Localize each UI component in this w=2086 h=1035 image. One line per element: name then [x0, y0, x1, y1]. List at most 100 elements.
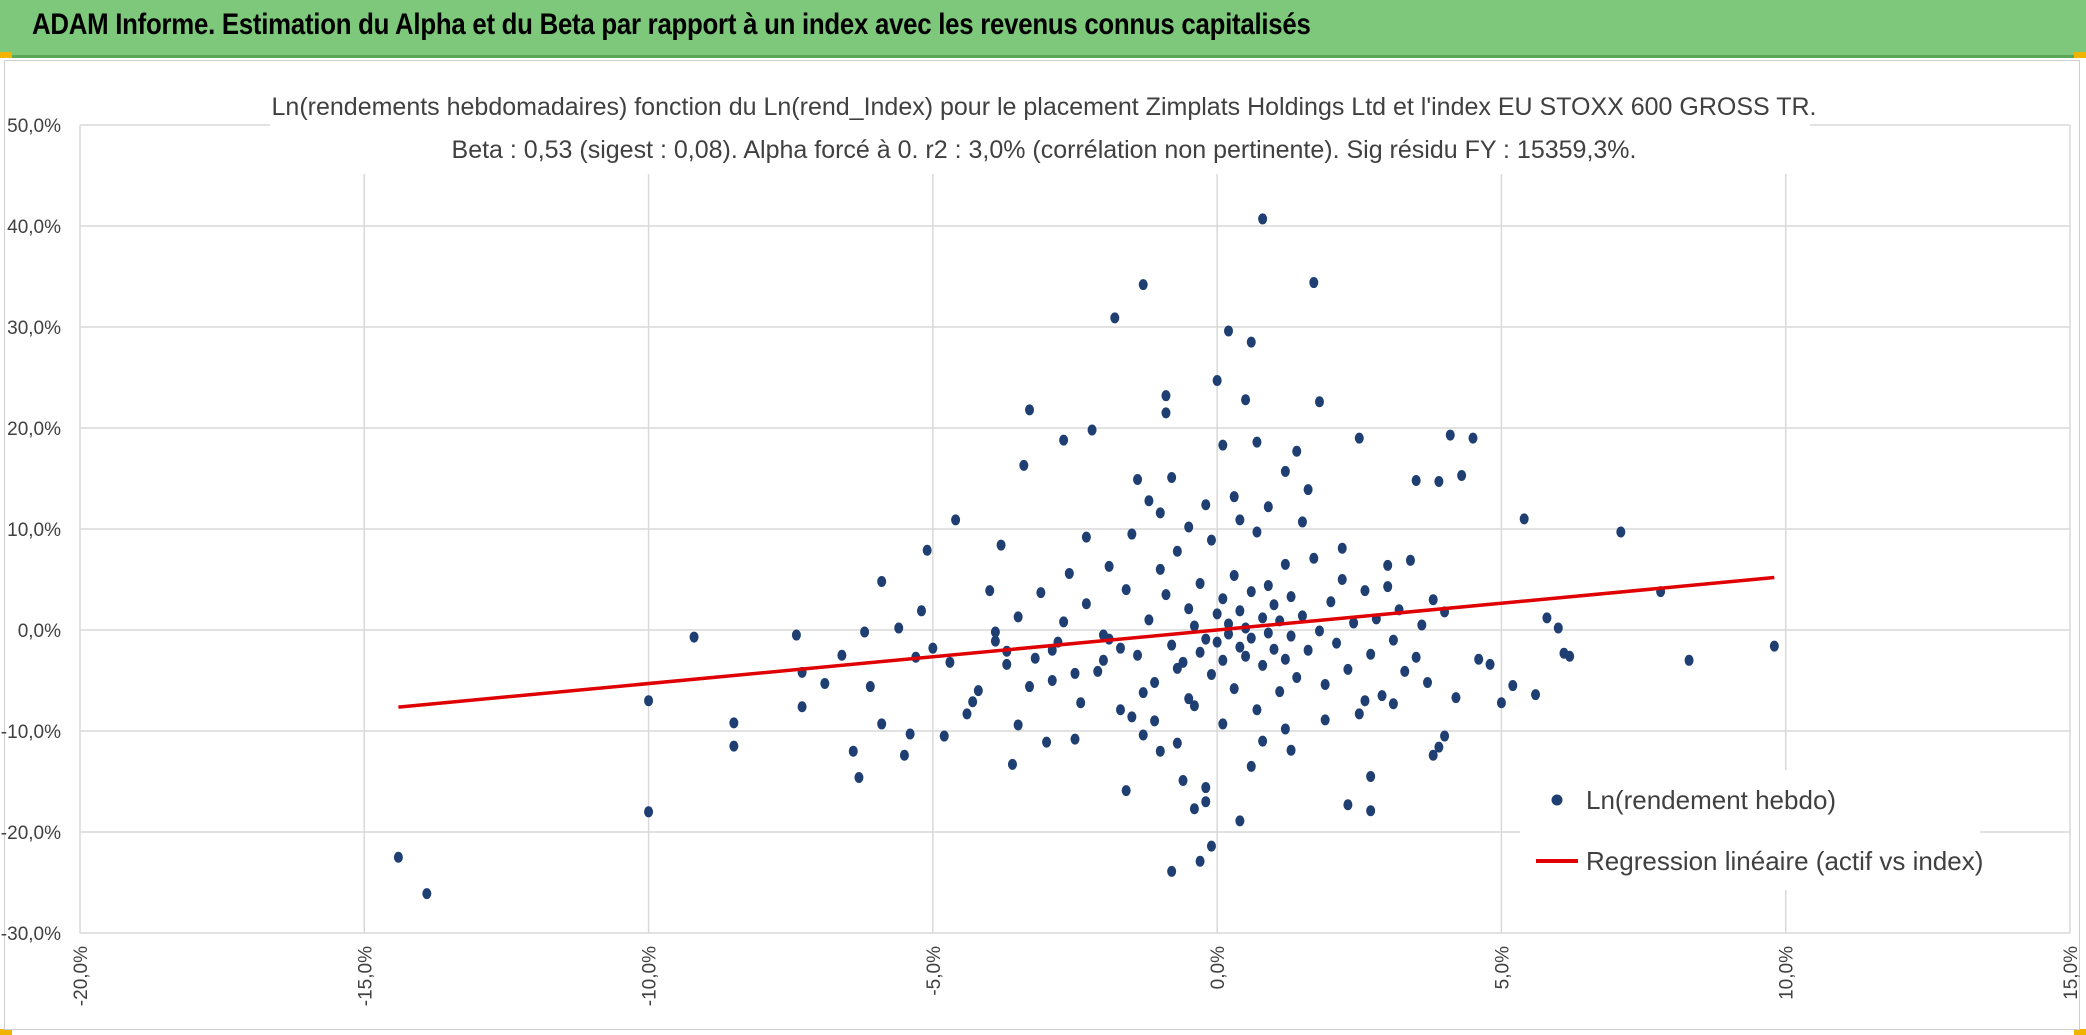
data-point [1457, 469, 1467, 481]
y-tick-label: 10,0% [7, 520, 61, 541]
x-tick-label: 15,0% [2061, 946, 2082, 1000]
data-point [1451, 692, 1461, 704]
data-point [1252, 526, 1262, 538]
data-point [1354, 432, 1364, 444]
data-point [894, 622, 904, 634]
chart-title-group: Ln(rendements hebdomadaires) fonction du… [270, 84, 1816, 174]
data-point [1201, 633, 1211, 645]
data-point [990, 635, 1000, 647]
data-point [1405, 554, 1415, 566]
x-tick-label: -5,0% [924, 946, 945, 996]
data-point [1178, 774, 1188, 786]
data-point [962, 708, 972, 720]
data-point [1508, 680, 1518, 692]
data-point [1280, 558, 1290, 570]
corner-marker [0, 52, 12, 58]
data-point [1206, 534, 1216, 546]
data-point [1616, 526, 1626, 538]
data-point [1059, 616, 1069, 628]
data-point [1258, 659, 1268, 671]
data-point [1218, 718, 1228, 730]
data-point [1076, 697, 1086, 709]
data-point [393, 851, 403, 863]
data-point [848, 745, 858, 757]
data-point [1167, 471, 1177, 483]
data-point [1252, 436, 1262, 448]
title-background [270, 84, 1810, 174]
data-point [1206, 668, 1216, 680]
data-point [1235, 641, 1245, 653]
data-point [1127, 528, 1137, 540]
data-point [1263, 627, 1273, 639]
data-point [1235, 815, 1245, 827]
data-point [1235, 605, 1245, 617]
corner-marker [2074, 1029, 2086, 1035]
data-point [1189, 803, 1199, 815]
data-point [1360, 585, 1370, 597]
data-point [1229, 683, 1239, 695]
data-point [1275, 686, 1285, 698]
data-point [1320, 679, 1330, 691]
data-point [1326, 596, 1336, 608]
data-point [1121, 785, 1131, 797]
data-point [1201, 499, 1211, 511]
data-point [1286, 591, 1296, 603]
data-point [985, 585, 995, 597]
data-point [1423, 677, 1433, 689]
data-point [1081, 598, 1091, 610]
y-tick-label: 20,0% [7, 419, 61, 440]
data-point [1280, 723, 1290, 735]
data-point [1258, 213, 1268, 225]
data-point [1263, 580, 1273, 592]
data-point [1178, 656, 1188, 668]
data-point [1110, 312, 1120, 324]
y-tick-label: 30,0% [7, 318, 61, 339]
data-point [1411, 475, 1421, 487]
data-point [1428, 749, 1438, 761]
x-tick-label: 10,0% [1777, 946, 1798, 1000]
data-point [1189, 700, 1199, 712]
data-point [1684, 654, 1694, 666]
data-point [729, 717, 739, 729]
data-point [1059, 434, 1069, 446]
data-point [1104, 560, 1114, 572]
data-point [1025, 404, 1035, 416]
data-point [865, 681, 875, 693]
data-point [1400, 665, 1410, 677]
data-point [1366, 648, 1376, 660]
legend-line-label: Regression linéaire (actif vs index) [1586, 846, 1983, 876]
data-point [1172, 545, 1182, 557]
data-point [1377, 690, 1387, 702]
data-points [393, 213, 1779, 900]
data-point [797, 701, 807, 713]
data-point [1280, 653, 1290, 665]
x-tick-label: 5,0% [1492, 946, 1513, 989]
data-point [1269, 599, 1279, 611]
data-point [1258, 612, 1268, 624]
data-point [877, 576, 887, 588]
data-point [1155, 507, 1165, 519]
data-point [1172, 737, 1182, 749]
x-tick-label: -15,0% [355, 946, 376, 1006]
data-point [1440, 730, 1450, 742]
data-point [1241, 394, 1251, 406]
data-point [1434, 476, 1444, 488]
data-point [1474, 653, 1484, 665]
data-point [1025, 681, 1035, 693]
data-point [1485, 658, 1495, 670]
data-point [990, 626, 1000, 638]
data-point [1201, 796, 1211, 808]
data-point [899, 749, 909, 761]
data-point [860, 626, 870, 638]
x-tick-label: 0,0% [1208, 946, 1229, 989]
data-point [1138, 729, 1148, 741]
data-point [1212, 608, 1222, 620]
data-point [928, 642, 938, 654]
data-point [905, 728, 915, 740]
data-point [1167, 865, 1177, 877]
legend-background [1520, 770, 1980, 890]
data-point [1417, 619, 1427, 631]
data-point [1286, 744, 1296, 756]
data-point [1036, 587, 1046, 599]
report-header: ADAM Informe. Estimation du Alpha et du … [0, 0, 2086, 58]
